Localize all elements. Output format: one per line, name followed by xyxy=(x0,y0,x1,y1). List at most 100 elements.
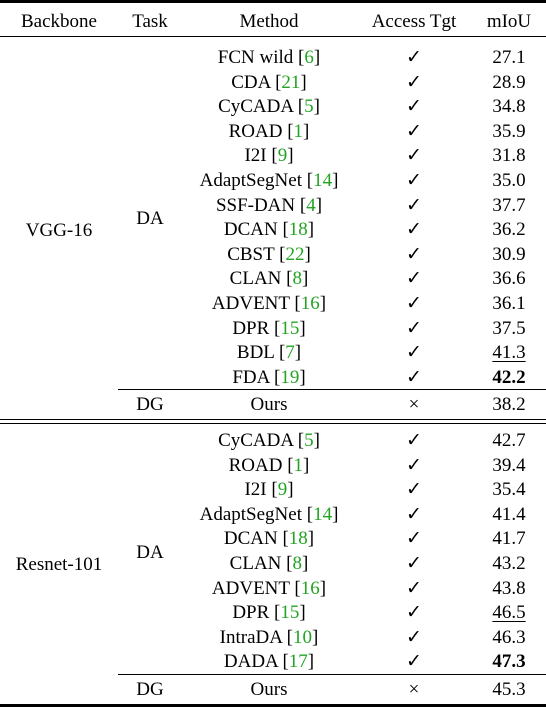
citation-link[interactable]: 5 xyxy=(304,430,314,451)
top-rule xyxy=(0,0,546,3)
access-check-icon: ✓ xyxy=(406,268,422,290)
citation-bracket: ] xyxy=(287,145,294,167)
method-cell: ADVENT [16] xyxy=(182,292,356,316)
method-cell: ADVENT [16] xyxy=(182,577,356,601)
access-check-icon: ✓ xyxy=(406,47,422,68)
header-task: Task xyxy=(132,11,168,32)
dg-separator xyxy=(118,674,546,675)
citation-link[interactable]: 1 xyxy=(293,454,304,476)
miou-value: 46.5 xyxy=(492,602,526,624)
access-check-icon: ✓ xyxy=(406,651,422,673)
citation-bracket: [ xyxy=(281,553,293,574)
miou-value: 41.7 xyxy=(492,528,526,550)
citation-link[interactable]: 14 xyxy=(313,503,333,525)
access-check-icon: ✓ xyxy=(406,170,422,191)
citation-bracket: [ xyxy=(281,626,293,648)
citation-link[interactable]: 9 xyxy=(277,479,288,501)
miou-value: 37.7 xyxy=(492,194,526,216)
access-check-icon: ✓ xyxy=(406,342,422,364)
citation-link[interactable]: 6 xyxy=(304,47,314,68)
citation-link[interactable]: 15 xyxy=(280,317,300,339)
task-dg-label: DG xyxy=(136,394,164,415)
citation-link[interactable]: 15 xyxy=(280,602,300,624)
method-cell: FCN wild [6] xyxy=(182,46,356,70)
citation-bracket: [ xyxy=(301,503,314,525)
citation-link[interactable]: 14 xyxy=(313,170,333,191)
citation-bracket: ] xyxy=(319,293,327,314)
header-miou: mIoU xyxy=(486,11,532,32)
miou-value: 43.2 xyxy=(492,553,526,574)
miou-value: 27.1 xyxy=(492,47,526,68)
method-cell: CLAN [8] xyxy=(182,267,356,291)
citation-link[interactable]: 9 xyxy=(277,145,288,167)
miou-value: 42.7 xyxy=(492,430,526,451)
header-rule xyxy=(0,36,546,37)
method-name: CyCADA xyxy=(218,430,294,451)
method-name: ADVENT xyxy=(211,577,290,599)
task-da-label: DA xyxy=(136,208,164,229)
dg-separator xyxy=(118,389,546,390)
method-name: I2I xyxy=(244,479,267,501)
citation-link[interactable]: 4 xyxy=(306,194,316,216)
citation-bracket: [ xyxy=(274,243,286,265)
method-cell: BDL [7] xyxy=(182,341,356,365)
citation-link[interactable]: 22 xyxy=(285,243,305,265)
miou-value: 34.8 xyxy=(492,96,526,118)
method-name: IntraDA xyxy=(219,626,282,648)
citation-link[interactable]: 17 xyxy=(288,651,308,673)
miou-value: 36.6 xyxy=(492,268,526,290)
miou-value: 43.8 xyxy=(492,577,526,599)
method-name: AdaptSegNet xyxy=(199,503,302,525)
method-ours: Ours xyxy=(250,679,288,700)
access-check-icon: ✓ xyxy=(406,626,422,648)
access-check-icon: ✓ xyxy=(406,454,422,476)
access-check-icon: ✓ xyxy=(406,145,422,167)
citation-link[interactable]: 8 xyxy=(292,268,302,290)
miou-value: 39.4 xyxy=(492,454,526,476)
method-name: ROAD xyxy=(228,454,283,476)
citation-link[interactable]: 7 xyxy=(285,342,295,364)
miou-value: 37.5 xyxy=(492,317,526,339)
citation-link[interactable]: 16 xyxy=(300,577,320,599)
method-ours: Ours xyxy=(250,394,288,415)
method-name: DCAN xyxy=(223,219,278,241)
miou-value: 35.0 xyxy=(492,170,526,191)
citation-bracket: [ xyxy=(301,170,314,191)
citation-link[interactable]: 19 xyxy=(280,366,300,388)
citation-link[interactable]: 8 xyxy=(292,553,302,574)
access-check-icon: ✓ xyxy=(406,120,422,142)
access-check-icon: ✓ xyxy=(406,194,422,216)
method-name: CyCADA xyxy=(218,96,294,118)
citation-bracket: [ xyxy=(289,293,301,314)
citation-bracket: [ xyxy=(266,479,278,501)
method-name: AdaptSegNet xyxy=(199,170,302,191)
method-cell: DADA [17] xyxy=(182,650,356,674)
citation-bracket: ] xyxy=(307,528,315,550)
citation-bracket: [ xyxy=(281,268,293,290)
miou-value: 41.4 xyxy=(492,503,526,525)
method-cell: CyCADA [5] xyxy=(182,429,356,453)
citation-bracket: [ xyxy=(269,317,281,339)
method-name: ADVENT xyxy=(211,293,290,314)
citation-link[interactable]: 18 xyxy=(288,528,308,550)
citation-link[interactable]: 10 xyxy=(293,626,312,648)
method-cell: ROAD [1] xyxy=(182,454,356,478)
citation-bracket: [ xyxy=(293,47,305,68)
citation-bracket: [ xyxy=(289,577,301,599)
method-name: FCN wild xyxy=(217,47,294,68)
citation-link[interactable]: 16 xyxy=(300,293,320,314)
header-access-tgt: Access Tgt xyxy=(371,11,457,32)
access-check-icon: ✓ xyxy=(406,243,422,265)
miou-value: 35.9 xyxy=(492,120,526,142)
citation-bracket: [ xyxy=(293,430,305,451)
method-cell: AdaptSegNet [14] xyxy=(182,503,356,527)
access-cross-icon: × xyxy=(408,394,420,415)
citation-link[interactable]: 18 xyxy=(288,219,308,241)
citation-bracket: ] xyxy=(312,626,319,648)
miou-value: 46.3 xyxy=(492,626,526,648)
citation-bracket: [ xyxy=(266,145,278,167)
citation-link[interactable]: 21 xyxy=(281,71,301,93)
method-name: BDL xyxy=(236,342,275,364)
citation-link[interactable]: 1 xyxy=(293,120,304,142)
citation-link[interactable]: 5 xyxy=(304,96,314,118)
